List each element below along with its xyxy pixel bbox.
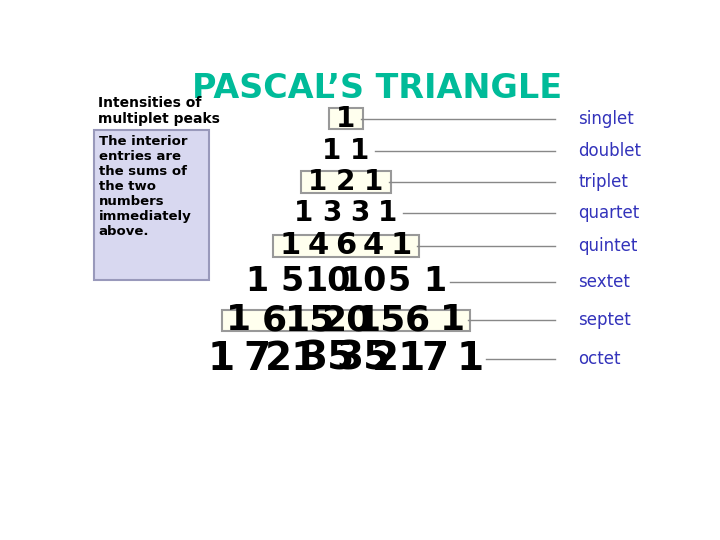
Text: 1: 1 xyxy=(308,168,328,196)
Text: 1: 1 xyxy=(322,137,341,165)
FancyBboxPatch shape xyxy=(301,171,391,193)
Text: quintet: quintet xyxy=(578,237,638,255)
Text: 1: 1 xyxy=(378,199,397,227)
Text: 21: 21 xyxy=(372,340,426,378)
Text: 1: 1 xyxy=(226,303,251,338)
Text: 5: 5 xyxy=(281,266,304,299)
FancyBboxPatch shape xyxy=(329,108,363,130)
Text: The interior
entries are
the sums of
the two
numbers
immediately
above.: The interior entries are the sums of the… xyxy=(99,135,192,238)
Text: octet: octet xyxy=(578,350,621,368)
Text: 4: 4 xyxy=(307,231,328,260)
Text: 6: 6 xyxy=(405,303,430,338)
Text: 6: 6 xyxy=(262,303,287,338)
Text: 2: 2 xyxy=(336,168,356,196)
Text: 15: 15 xyxy=(356,303,407,338)
Text: 21: 21 xyxy=(265,340,320,378)
Text: 1: 1 xyxy=(391,231,412,260)
Text: 1: 1 xyxy=(423,266,446,299)
Text: triplet: triplet xyxy=(578,173,628,191)
FancyBboxPatch shape xyxy=(222,309,469,331)
Text: 20: 20 xyxy=(320,303,371,338)
Text: 6: 6 xyxy=(335,231,356,260)
Text: 1: 1 xyxy=(294,199,313,227)
Text: 3: 3 xyxy=(322,199,341,227)
Text: 7: 7 xyxy=(243,340,270,378)
FancyBboxPatch shape xyxy=(94,130,209,280)
Text: 7: 7 xyxy=(421,340,449,378)
Text: septet: septet xyxy=(578,312,631,329)
Text: 3: 3 xyxy=(350,199,369,227)
FancyBboxPatch shape xyxy=(273,235,418,256)
Text: 1: 1 xyxy=(350,137,369,165)
Text: doublet: doublet xyxy=(578,142,642,160)
Text: 1: 1 xyxy=(279,231,300,260)
Text: 10: 10 xyxy=(305,266,351,299)
Text: sextet: sextet xyxy=(578,273,630,291)
Text: Intensities of
multiplet peaks: Intensities of multiplet peaks xyxy=(98,96,220,126)
Text: PASCAL’S TRIANGLE: PASCAL’S TRIANGLE xyxy=(192,72,562,105)
Text: 1: 1 xyxy=(245,266,268,299)
Text: 1: 1 xyxy=(364,168,383,196)
Text: 35: 35 xyxy=(336,340,391,378)
Text: 1: 1 xyxy=(336,105,356,133)
Text: 15: 15 xyxy=(285,303,336,338)
Text: 1: 1 xyxy=(440,303,465,338)
Text: 5: 5 xyxy=(387,266,411,299)
Text: 35: 35 xyxy=(301,340,355,378)
Text: 1: 1 xyxy=(457,340,484,378)
Text: singlet: singlet xyxy=(578,110,634,127)
Text: 10: 10 xyxy=(341,266,387,299)
Text: quartet: quartet xyxy=(578,204,639,221)
Text: 1: 1 xyxy=(207,340,235,378)
Text: 4: 4 xyxy=(363,231,384,260)
